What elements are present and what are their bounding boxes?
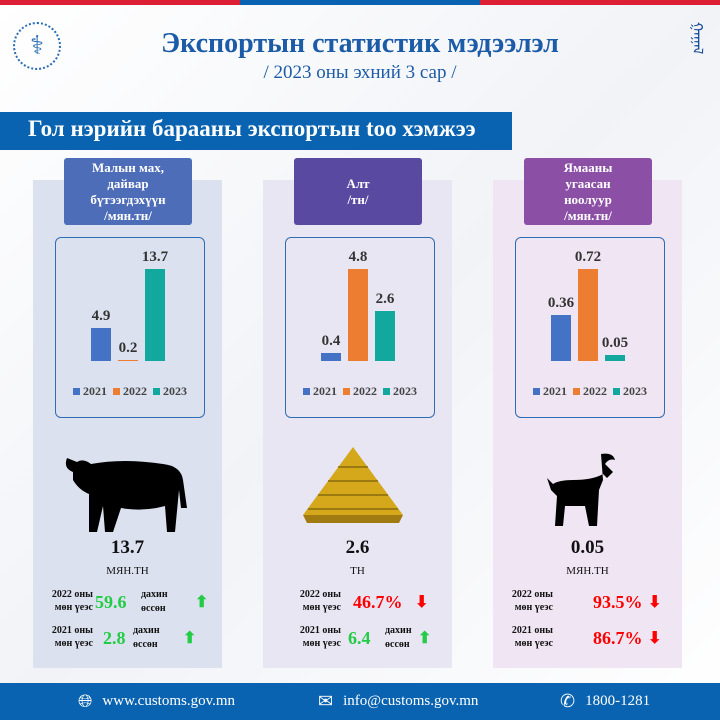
cow-icon <box>63 450 193 545</box>
legend-item: 2021 <box>533 384 567 399</box>
arrow-down-icon: ⬇ <box>648 630 662 647</box>
bar-value-label: 4.8 <box>348 249 368 265</box>
page-subtitle: / 2023 оны эхний 3 сар / <box>263 62 457 83</box>
website-link[interactable]: www.customs.gov.mn <box>102 693 236 709</box>
legend-item: 2023 <box>153 384 187 399</box>
product-label-line: /тн/ <box>347 191 369 207</box>
product-label: Малын мах, дайвар бүтээгдэхүүн/мян.тн/ <box>64 158 192 225</box>
legend-item: 2022 <box>113 384 147 399</box>
comparison-label: 2021 оны мөн үеэс <box>511 625 553 649</box>
phone-number: 1800-1281 <box>585 693 651 709</box>
total-value: 13.7 <box>110 537 145 558</box>
email-link[interactable]: info@customs.gov.mn <box>343 693 479 709</box>
comparison-value: 46.7% <box>353 592 403 612</box>
top-stripe-red-right <box>480 0 720 5</box>
comparison-value: 6.4 <box>348 628 371 648</box>
product-label: Ямааны угаасан ноолуур/мян.тн/ <box>524 158 652 225</box>
phone-icon: ✆ <box>560 691 576 711</box>
chart-legend: 2021 2022 2023 <box>286 384 434 399</box>
product-label-line: Ямааны <box>563 159 613 175</box>
arrow-up-icon: ⬆ <box>183 630 197 647</box>
top-stripe-blue <box>240 0 480 5</box>
legend-item: 2023 <box>383 384 417 399</box>
comparison-suffix: дахин өссөн <box>133 625 160 650</box>
product-label-line: угаасан <box>565 175 611 191</box>
chart-legend: 2021 2022 2023 <box>516 384 664 399</box>
footer-phone: ✆ 1800-1281 <box>560 691 650 712</box>
comparison-label: 2022 оны мөн үеэс <box>299 589 341 613</box>
legend-item: 2021 <box>303 384 337 399</box>
bar-value-label: 2.6 <box>375 291 395 308</box>
comparison-label: 2021 оны мөн үеэс <box>51 625 93 649</box>
top-stripe-red <box>0 0 240 5</box>
legend-item: 2023 <box>613 384 647 399</box>
bar-value-label: 0.4 <box>321 333 341 350</box>
bar-2022 <box>118 359 138 361</box>
arrow-up-icon: ⬆ <box>195 594 209 611</box>
goat-icon <box>543 450 623 535</box>
product-panel <box>493 180 682 668</box>
bar-value-label: 13.7 <box>141 249 169 265</box>
globe-icon: 🌐︎ <box>78 691 93 711</box>
product-label-line: бүтээгдэхүүн <box>90 191 166 207</box>
total-unit: ТН <box>350 565 365 577</box>
gold-bars-icon <box>293 445 413 530</box>
bar-2022 <box>348 269 368 361</box>
product-label-line: ноолуур <box>564 191 612 207</box>
product-panel <box>33 180 222 668</box>
bar-chart: 0.4 4.8 2.6 2021 2022 2023 <box>285 237 435 418</box>
comparison-value: 93.5% <box>593 592 643 612</box>
chart-legend: 2021 2022 2023 <box>56 384 204 399</box>
bar-value-label: 0.2 <box>118 339 138 356</box>
comparison-label: 2022 оны мөн үеэс <box>51 589 93 613</box>
arrow-up-icon: ⬆ <box>418 630 432 647</box>
bar-2023 <box>605 354 625 361</box>
legend-item: 2022 <box>573 384 607 399</box>
bar-value-label: 0.05 <box>601 334 629 351</box>
product-label-line: /мян.тн/ <box>104 207 152 223</box>
arrow-down-icon: ⬇ <box>648 594 662 611</box>
comparison-value: 86.7% <box>593 628 643 648</box>
mongolian-script-icon: ᠭᠠᠭᠠᠯ <box>689 22 704 55</box>
product-label-line: Алт <box>346 175 370 191</box>
product-label: Алт/тн/ <box>294 158 422 225</box>
footer-website[interactable]: 🌐︎ www.customs.gov.mn <box>78 691 235 712</box>
bar-value-label: 0.36 <box>547 295 575 311</box>
legend-item: 2022 <box>343 384 377 399</box>
bar-2021 <box>91 328 111 361</box>
bar-chart: 0.36 0.72 0.05 2021 2022 2023 <box>515 237 665 418</box>
total-value: 2.6 <box>345 537 370 558</box>
bar-2022 <box>578 269 598 361</box>
footer: 🌐︎ www.customs.gov.mn ✉ info@customs.gov.m… <box>0 683 720 720</box>
comparison-value: 2.8 <box>103 628 126 648</box>
bar-2021 <box>551 315 571 361</box>
arrow-down-icon: ⬇ <box>415 594 429 611</box>
customs-logo-icon: ⚕ <box>13 22 61 70</box>
comparison-suffix: дахин өссөн <box>141 589 168 614</box>
bar-2023 <box>375 311 395 361</box>
total-unit: МЯН.ТН <box>106 565 149 577</box>
page-title: Экспортын статистик мэдээлэл <box>161 28 559 59</box>
bar-value-label: 4.9 <box>91 308 111 325</box>
comparison-label: 2022 оны мөн үеэс <box>511 589 553 613</box>
bar-chart: 4.9 0.2 13.7 2021 2022 2023 <box>55 237 205 418</box>
total-value: 0.05 <box>570 537 605 558</box>
section-banner: Гол нэрийн барааны экспортын too хэмжээ <box>0 112 512 150</box>
product-panel <box>263 180 452 668</box>
comparison-value: 59.6 <box>95 592 127 612</box>
product-label-line: /мян.тн/ <box>564 207 612 223</box>
comparison-suffix: дахин өссөн <box>385 625 412 650</box>
product-label-line: Малын мах, <box>91 159 165 175</box>
bar-value-label: 0.72 <box>574 249 602 265</box>
bar-2023 <box>145 269 165 361</box>
bar-2021 <box>321 353 341 361</box>
product-label-line: дайвар <box>107 175 149 191</box>
comparison-label: 2021 оны мөн үеэс <box>299 625 341 649</box>
footer-email[interactable]: ✉ info@customs.gov.mn <box>318 691 478 712</box>
mail-icon: ✉ <box>318 691 334 711</box>
total-unit: МЯН.ТН <box>566 565 609 577</box>
legend-item: 2021 <box>73 384 107 399</box>
